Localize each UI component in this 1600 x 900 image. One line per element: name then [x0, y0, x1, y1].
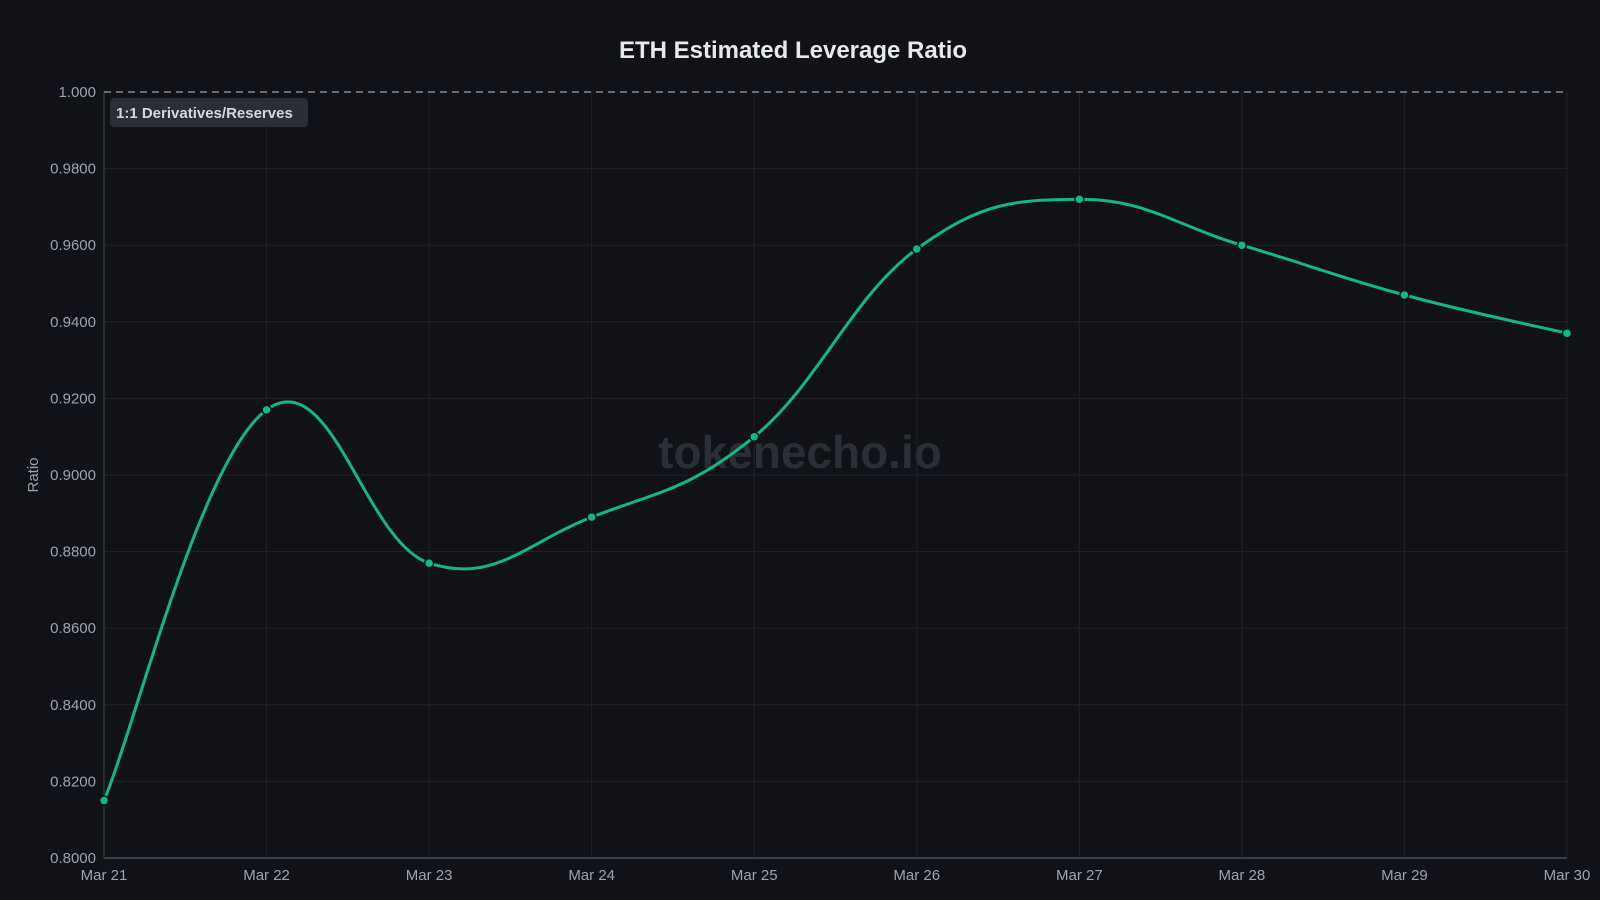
watermark: tokenecho.io	[658, 426, 942, 478]
data-point	[1561, 328, 1573, 339]
x-tick-label: Mar 27	[1056, 867, 1103, 884]
y-tick-label: 0.9800	[50, 161, 96, 178]
reference-label: 1:1 Derivatives/Reserves	[110, 98, 308, 127]
y-axis-label: Ratio	[25, 457, 42, 492]
data-point	[1074, 193, 1085, 205]
y-tick-label: 0.8000	[50, 850, 96, 867]
x-tick-label: Mar 29	[1381, 867, 1428, 884]
x-tick-label: Mar 28	[1219, 867, 1266, 884]
x-tick-label: Mar 30	[1544, 867, 1591, 884]
x-tick-label: Mar 25	[731, 867, 778, 884]
y-tick-label: 0.8200	[50, 773, 96, 790]
series-line	[102, 197, 1568, 802]
data-point	[586, 511, 597, 523]
data-point	[423, 557, 435, 569]
y-tick-label: 0.8800	[50, 544, 96, 561]
data-point	[98, 795, 110, 806]
y-tick-label: 0.9000	[50, 467, 96, 484]
reference-label-text: 1:1 Derivatives/Reserves	[116, 105, 293, 122]
y-tick-label: 0.8400	[50, 697, 96, 714]
y-tick-label: 0.8600	[50, 620, 96, 637]
x-tick-label: Mar 21	[81, 867, 128, 884]
data-point	[261, 404, 272, 416]
y-tick-label: 0.9400	[50, 314, 96, 331]
x-tick-label: Mar 23	[406, 867, 453, 884]
chart-title: ETH Estimated Leverage Ratio	[619, 37, 967, 64]
y-tick-label: 0.9600	[50, 237, 96, 254]
x-tick-label: Mar 26	[893, 867, 940, 884]
x-tick-label: Mar 24	[568, 867, 615, 884]
data-point	[911, 243, 923, 255]
y-tick-label: 0.9200	[50, 390, 96, 407]
data-point	[1236, 239, 1248, 251]
x-tick-label: Mar 22	[243, 867, 290, 884]
data-point	[748, 431, 760, 442]
y-tick-label: 1.000	[58, 84, 96, 101]
data-point	[1399, 289, 1410, 301]
reference-label-box	[110, 98, 308, 127]
